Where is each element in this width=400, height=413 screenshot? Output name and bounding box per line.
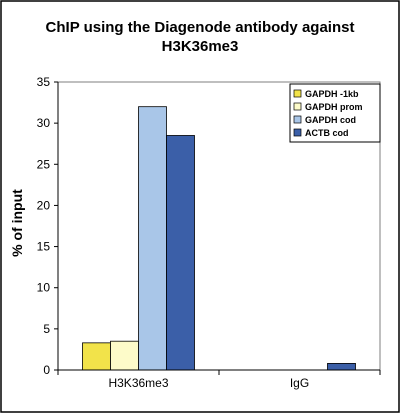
chart-title-line-2: H3K36me3 [162, 38, 239, 55]
legend-swatch [293, 115, 302, 124]
y-tick-label: 0 [43, 363, 50, 377]
legend-label: GAPDH prom [305, 102, 363, 112]
y-tick-label: 5 [43, 322, 50, 336]
x-tick-label: IgG [290, 376, 309, 390]
x-tick-label: H3K36me3 [108, 376, 168, 390]
y-tick-label: 35 [37, 75, 51, 89]
y-tick-label: 10 [37, 281, 51, 295]
bar [327, 363, 356, 371]
y-axis-label: % of input [9, 189, 25, 257]
bar [166, 135, 195, 371]
chart-title-line-1: ChIP using the Diagenode antibody agains… [46, 19, 355, 36]
y-tick-label: 20 [37, 198, 51, 212]
y-tick-label: 30 [37, 116, 51, 130]
legend-label: GAPDH -1kb [305, 89, 359, 99]
bar [110, 340, 139, 371]
legend-swatch [293, 128, 302, 137]
y-tick-label: 15 [37, 240, 51, 254]
y-tick-label: 25 [37, 157, 51, 171]
legend-box [289, 83, 381, 143]
legend-label: ACTB cod [305, 128, 349, 138]
legend-label: GAPDH cod [305, 115, 356, 125]
legend-swatch [293, 102, 302, 111]
legend: GAPDH -1kb GAPDH prom GAPDH cod ACTB cod [289, 83, 381, 143]
bar [82, 342, 111, 371]
legend-swatch [293, 89, 302, 98]
bar [138, 106, 167, 371]
